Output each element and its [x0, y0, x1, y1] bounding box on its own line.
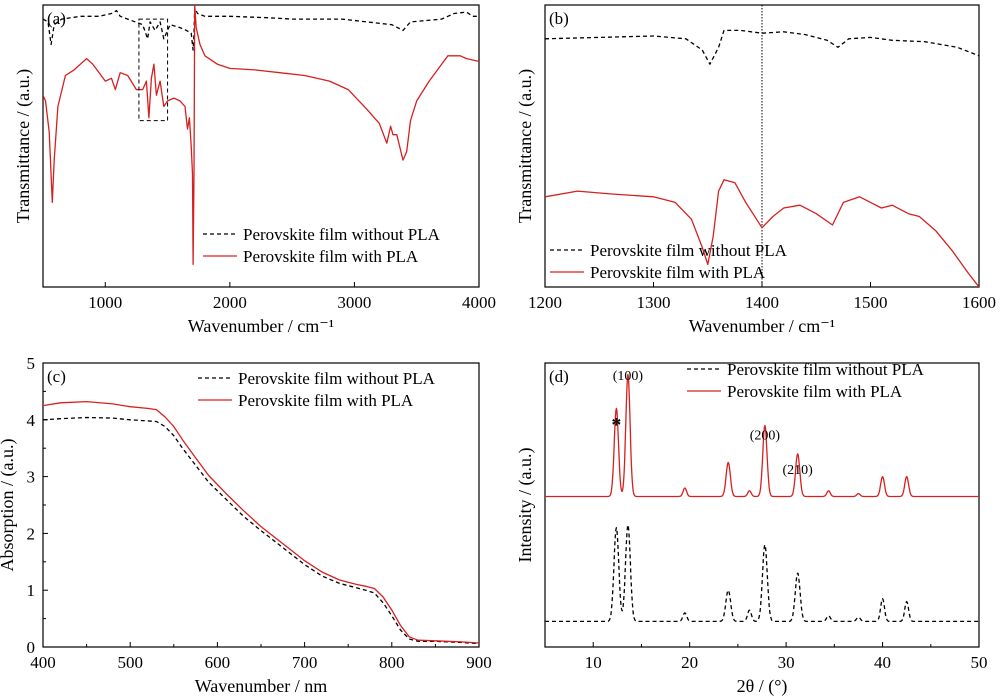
peak-annotation: *	[611, 414, 621, 436]
series-group	[43, 400, 479, 645]
x-tick-label: 4000	[462, 293, 496, 312]
panel-a: 1000 2000 3000 4000 Wavenumber / cm⁻¹ Transmi…	[13, 4, 496, 336]
x-ticks: 10 20 30 40 50	[544, 642, 988, 672]
y-axis-label: Transmittance / (a.u.)	[515, 69, 536, 223]
peak-annotation: (100)	[613, 369, 644, 384]
series-line-with-pla	[43, 400, 479, 644]
series-line-without-pla	[545, 524, 979, 623]
x-axis-label: Wavenumber / cm⁻¹	[188, 316, 334, 336]
legend-label: Perovskite film without PLA	[590, 241, 788, 260]
legend-label: Perovskite film with PLA	[590, 263, 766, 282]
x-tick-label: 600	[205, 653, 231, 672]
legend-label: Perovskite film with PLA	[727, 382, 903, 401]
y-tick-label: 0	[27, 638, 36, 657]
x-tick-label: 1000	[88, 293, 122, 312]
x-tick-label: 1500	[854, 293, 888, 312]
plot-frame	[42, 4, 480, 288]
legend-label: Perovskite film with PLA	[243, 247, 419, 266]
series-line-without-pla	[545, 29, 979, 65]
panel-b: 1200 1300 1400 1500 1600 Wavenumber / cm⁻¹ Tra…	[515, 4, 996, 336]
x-tick-label: 500	[117, 653, 143, 672]
legend-label: Perovskite film without PLA	[238, 369, 436, 388]
x-ticks: 400 500 600 700 800 900	[30, 642, 492, 672]
y-axis-label: Transmittance / (a.u.)	[13, 69, 34, 223]
y-tick-label: 2	[27, 524, 36, 543]
y-ticks: 0 1 2 3 4 5	[27, 354, 48, 657]
x-tick-label: 900	[466, 653, 492, 672]
x-tick-label: 40	[874, 653, 891, 672]
x-tick-label: 30	[778, 653, 795, 672]
panel-d: 10 20 30 40 50 2θ / (°) Intensity / (a.u.) (d) (…	[515, 360, 988, 697]
legend-label: Perovskite film without PLA	[243, 225, 441, 244]
series-group	[545, 373, 979, 623]
peak-annotation: (200)	[750, 429, 781, 444]
x-tick-label: 1600	[962, 293, 996, 312]
legend: Perovskite film without PLA Perovskite fi…	[687, 360, 925, 401]
y-axis-label: Absorption / (a.u.)	[0, 439, 18, 572]
highlight-box	[138, 18, 169, 122]
series-line-with-pla	[545, 179, 979, 287]
x-tick-label: 400	[30, 653, 56, 672]
x-ticks: 1200 1300 1400 1500 1600	[528, 282, 996, 312]
peak-annotation: (210)	[783, 463, 814, 478]
x-tick-label: 1200	[528, 293, 562, 312]
panel-label: (c)	[47, 367, 66, 386]
series-line-with-pla	[545, 373, 979, 498]
x-tick-label: 50	[971, 653, 988, 672]
x-tick-label: 20	[681, 653, 698, 672]
x-axis-label: Wavenumber / cm⁻¹	[689, 316, 835, 336]
x-tick-label: 1300	[637, 293, 671, 312]
x-tick-label: 2000	[213, 293, 247, 312]
series-line-with-pla	[43, 5, 479, 266]
x-tick-label: 1400	[745, 293, 779, 312]
panel-label: (a)	[47, 9, 66, 28]
series-line-without-pla	[43, 7, 479, 51]
x-tick-label: 800	[379, 653, 405, 672]
legend: Perovskite film without PLA Perovskite fi…	[203, 225, 441, 266]
series-group	[43, 5, 479, 266]
x-axis-label: 2θ / (°)	[737, 676, 788, 697]
legend: Perovskite film without PLA Perovskite fi…	[198, 369, 436, 410]
y-tick-label: 5	[27, 354, 36, 373]
x-ticks: 1000 2000 3000 4000	[88, 282, 496, 312]
y-tick-label: 4	[27, 411, 36, 430]
x-tick-label: 700	[292, 653, 318, 672]
legend-label: Perovskite film without PLA	[727, 360, 925, 379]
x-tick-label: 10	[585, 653, 602, 672]
x-tick-label: 3000	[337, 293, 371, 312]
series-line-without-pla	[43, 416, 479, 645]
legend: Perovskite film without PLA Perovskite fi…	[550, 241, 788, 282]
panel-label: (b)	[549, 9, 569, 28]
y-axis-label: Intensity / (a.u.)	[515, 448, 536, 563]
y-tick-label: 3	[27, 468, 36, 487]
legend-label: Perovskite film with PLA	[238, 391, 414, 410]
panel-label: (d)	[549, 367, 569, 386]
y-tick-label: 1	[27, 581, 36, 600]
x-axis-label: Wavenumber / nm	[195, 676, 328, 696]
plot-frame	[544, 362, 980, 648]
panel-c: 400 500 600 700 800 900 0 1 2 3 4 5 Wavenumber / nm A…	[0, 354, 492, 696]
series-group	[545, 29, 979, 287]
